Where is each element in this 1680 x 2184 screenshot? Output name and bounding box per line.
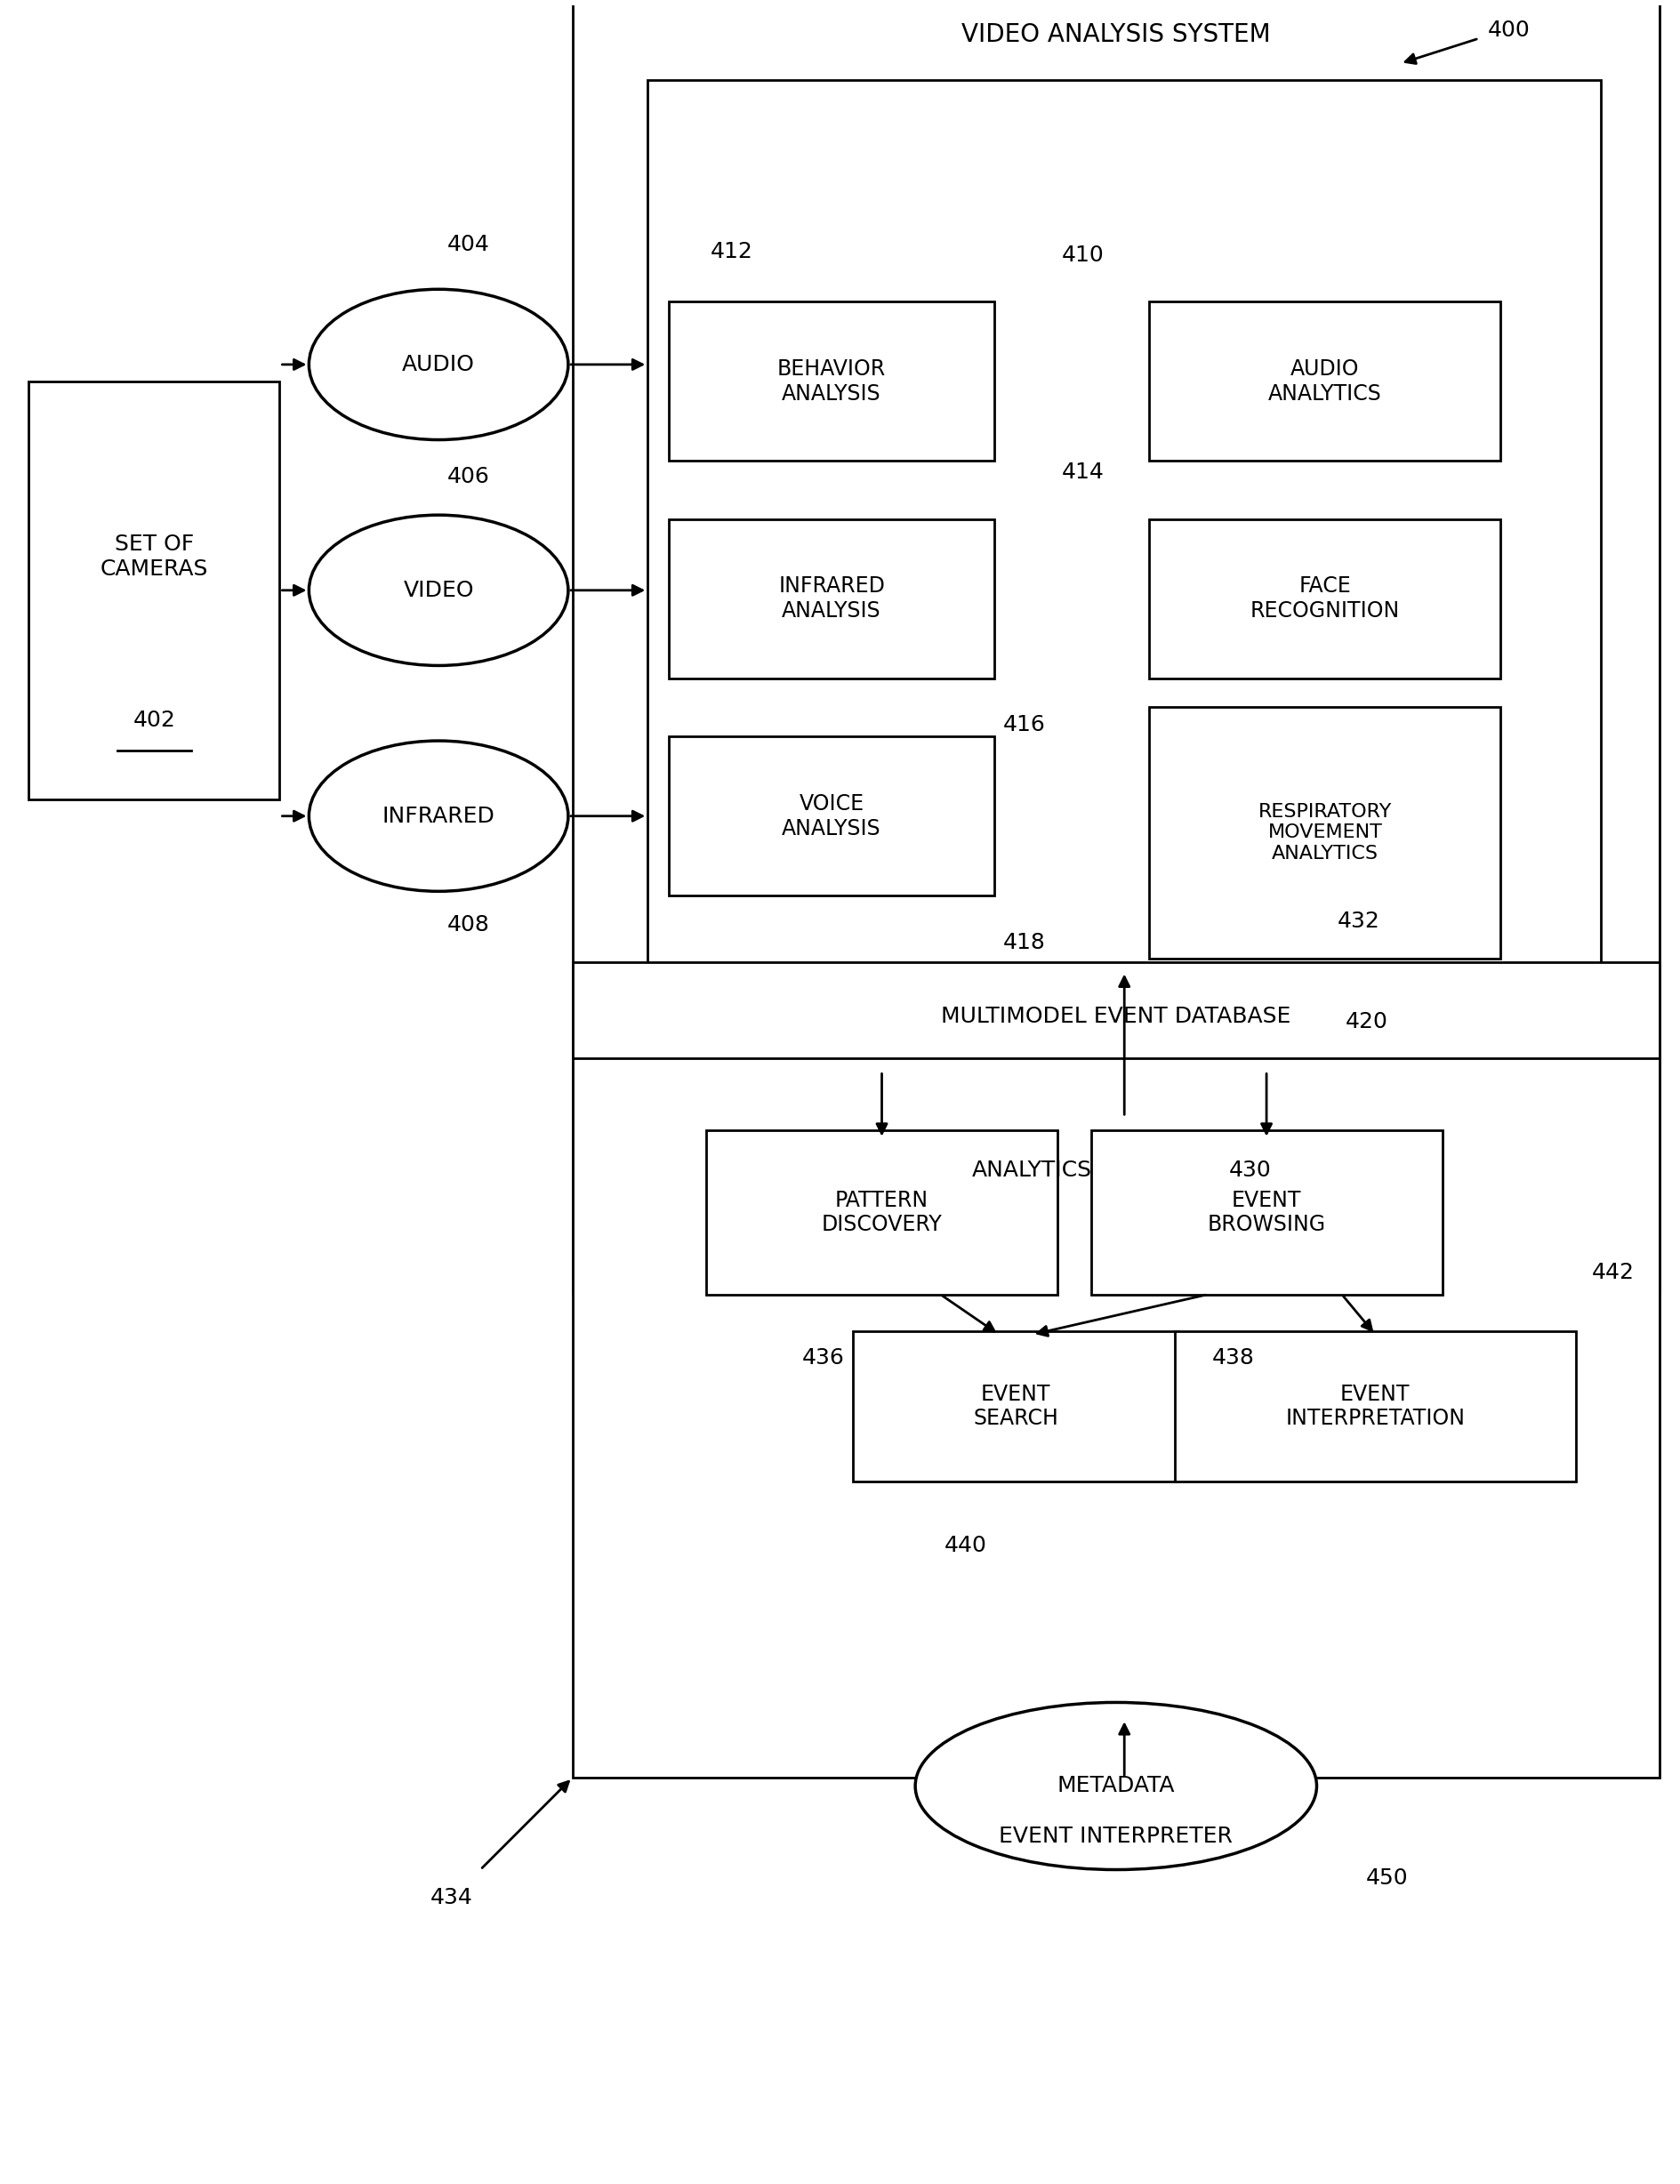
Text: 442: 442 <box>1591 1262 1635 1284</box>
Ellipse shape <box>309 740 568 891</box>
Text: VOICE
ANALYSIS: VOICE ANALYSIS <box>781 793 882 839</box>
Text: EVENT
SEARCH: EVENT SEARCH <box>973 1382 1058 1431</box>
Text: MULTIMODEL EVENT DATABASE: MULTIMODEL EVENT DATABASE <box>941 1007 1290 1026</box>
Text: RESPIRATORY
MOVEMENT
ANALYTICS: RESPIRATORY MOVEMENT ANALYTICS <box>1258 804 1393 863</box>
Text: 420: 420 <box>1346 1011 1388 1033</box>
Text: AUDIO
ANALYTICS: AUDIO ANALYTICS <box>1268 358 1383 404</box>
FancyBboxPatch shape <box>1149 520 1500 677</box>
Text: 418: 418 <box>1003 933 1045 952</box>
Text: VIDEO ANALYSIS SYSTEM: VIDEO ANALYSIS SYSTEM <box>961 22 1270 48</box>
FancyBboxPatch shape <box>573 963 1660 1070</box>
Text: 404: 404 <box>447 234 489 256</box>
Text: 410: 410 <box>1062 245 1104 266</box>
Text: 408: 408 <box>447 915 489 935</box>
Text: 432: 432 <box>1337 911 1379 933</box>
Text: 402: 402 <box>133 710 175 732</box>
FancyBboxPatch shape <box>1174 1332 1576 1481</box>
Ellipse shape <box>916 1701 1317 1870</box>
Text: 450: 450 <box>1366 1867 1408 1889</box>
Text: 436: 436 <box>801 1348 845 1369</box>
FancyBboxPatch shape <box>706 1131 1057 1295</box>
Text: INFRARED: INFRARED <box>381 806 496 828</box>
Text: 400: 400 <box>1488 20 1530 41</box>
Text: BEHAVIOR
ANALYSIS: BEHAVIOR ANALYSIS <box>778 358 885 404</box>
FancyBboxPatch shape <box>669 301 995 461</box>
FancyBboxPatch shape <box>669 520 995 677</box>
Text: EVENT INTERPRETER: EVENT INTERPRETER <box>1000 1826 1233 1848</box>
Text: EVENT
INTERPRETATION: EVENT INTERPRETATION <box>1285 1382 1465 1431</box>
FancyBboxPatch shape <box>669 736 995 895</box>
FancyBboxPatch shape <box>648 81 1601 1116</box>
Text: 416: 416 <box>1003 714 1045 736</box>
Ellipse shape <box>309 288 568 439</box>
Text: 412: 412 <box>711 240 753 262</box>
Text: METADATA: METADATA <box>1057 1776 1174 1797</box>
Text: ANALYTICS: ANALYTICS <box>973 1160 1092 1182</box>
Text: 434: 434 <box>430 1887 474 1909</box>
Text: AUDIO: AUDIO <box>402 354 475 376</box>
Text: VIDEO: VIDEO <box>403 579 474 601</box>
Text: 406: 406 <box>447 465 489 487</box>
FancyBboxPatch shape <box>1149 301 1500 461</box>
FancyBboxPatch shape <box>1090 1131 1441 1295</box>
FancyBboxPatch shape <box>573 0 1660 1293</box>
Text: 430: 430 <box>1228 1160 1272 1182</box>
FancyBboxPatch shape <box>852 1332 1179 1481</box>
Text: PATTERN
DISCOVERY: PATTERN DISCOVERY <box>822 1190 942 1236</box>
Text: EVENT
BROWSING: EVENT BROWSING <box>1208 1190 1326 1236</box>
Text: INFRARED
ANALYSIS: INFRARED ANALYSIS <box>778 577 885 622</box>
FancyBboxPatch shape <box>1149 708 1500 959</box>
Text: 440: 440 <box>944 1535 986 1555</box>
Ellipse shape <box>309 515 568 666</box>
Text: SET OF
CAMERAS: SET OF CAMERAS <box>101 533 208 581</box>
Text: 438: 438 <box>1211 1348 1255 1369</box>
Text: FACE
RECOGNITION: FACE RECOGNITION <box>1250 577 1399 622</box>
FancyBboxPatch shape <box>29 382 279 799</box>
FancyBboxPatch shape <box>573 1059 1660 1778</box>
Text: 414: 414 <box>1062 461 1104 483</box>
